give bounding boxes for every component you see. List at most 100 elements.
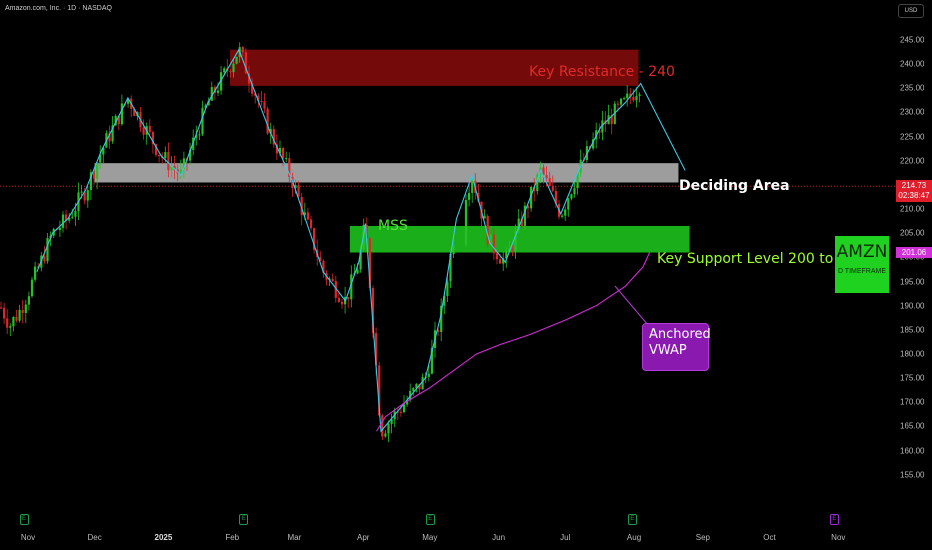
price-tick-label: 190.00 [900,301,925,311]
vwap-callout-line1: Anchored [649,327,711,342]
candle-down [545,175,548,179]
resistance-zone [230,49,639,86]
candle-down [142,127,145,135]
candle-up [210,87,213,101]
candle-up [285,158,288,160]
candle-up [71,216,74,218]
earnings-event-marker[interactable]: E [239,514,249,525]
candle-down [0,307,3,309]
candle-up [99,154,102,163]
candle-up [464,199,468,245]
candle-up [269,129,272,134]
candle-up [216,90,220,93]
candle-up [278,147,282,154]
candle-up [201,107,204,135]
earnings-event-marker[interactable]: E [829,514,839,525]
candle-up [96,162,99,179]
candle-up [30,279,34,297]
price-tick-label: 240.00 [900,59,925,69]
candle-down [375,333,378,366]
earnings-event-marker[interactable]: E [19,514,29,525]
candle-up [421,377,424,390]
price-tick-label: 180.00 [900,349,925,359]
resistance-label: Key Resistance - 240 [529,64,675,80]
candle-up [570,194,573,199]
candle-down [347,297,350,300]
candle-down [92,172,96,179]
candle-down [520,218,523,226]
candle-down [334,281,337,298]
candle-up [452,244,455,255]
time-tick-label: Mar [287,533,302,542]
candle-down [251,83,254,94]
candle-up [89,172,92,191]
candle-down [154,144,158,155]
price-tick-label: 225.00 [900,132,925,142]
earnings-event-marker[interactable]: E [425,514,435,525]
candle-up [356,269,359,274]
candle-up [189,149,192,161]
earnings-event-marker[interactable]: E [627,514,637,525]
candle-up [508,248,511,251]
candle-up [387,423,390,434]
price-tick-label: 175.00 [900,373,925,383]
candle-up [164,152,167,159]
candle-up [34,266,37,280]
candle-down [83,191,86,201]
instrument-title: Amazon.com, Inc. · 1D · NASDAQ [5,5,112,12]
ticker-badge: AMZN D TIMEFRAME [835,236,889,293]
deciding-area-label: Deciding Area [679,178,790,194]
vwap-price-tag: 201.06 [896,247,932,259]
candle-up [449,254,452,282]
time-tick-label: Jul [560,533,571,542]
candle-up [170,165,173,171]
candle-up [523,205,526,226]
price-tick-label: 205.00 [900,228,925,238]
price-tick-label: 185.00 [900,325,925,335]
timeframe-label: D TIMEFRAME [837,268,887,275]
price-tick-label: 160.00 [900,446,925,456]
ticker-symbol: AMZN [836,242,888,262]
candle-up [74,211,77,217]
candle-up [446,281,449,296]
candle-up [536,174,539,192]
candle-up [601,120,604,133]
price-tick-label: 165.00 [900,421,925,431]
time-tick-label: Dec [87,533,102,542]
candle-down [499,259,502,264]
candle-down [173,165,176,170]
candle-down [542,167,545,176]
candle-down [300,196,303,216]
candle-down [272,129,275,145]
price-tick-label: 230.00 [900,107,925,117]
candle-up [127,98,130,104]
candle-down [167,152,170,171]
candle-up [111,125,114,142]
time-tick-label: Apr [356,533,370,542]
candle-down [526,205,530,209]
candle-down [378,365,381,416]
candle-up [390,419,393,424]
candle-down [554,190,557,204]
candle-up [198,134,201,136]
vwap-callout-line2: VWAP [649,343,687,358]
candle-down [396,411,399,413]
candle-down [616,103,619,105]
candle-down [629,93,632,97]
candle-down [477,192,480,202]
candle-up [303,212,306,216]
currency-selector[interactable]: USD [898,4,924,18]
candle-up [179,169,182,174]
candle-up [195,135,198,138]
candle-down [257,95,260,102]
candle-up [235,56,238,64]
candle-down [282,147,285,159]
candle-up [530,186,533,209]
candle-up [626,93,629,99]
candle-down [254,93,257,96]
candle-down [309,219,313,229]
candle-down [306,212,309,220]
swing-zigzag-line [36,48,686,433]
candle-down [399,411,402,413]
